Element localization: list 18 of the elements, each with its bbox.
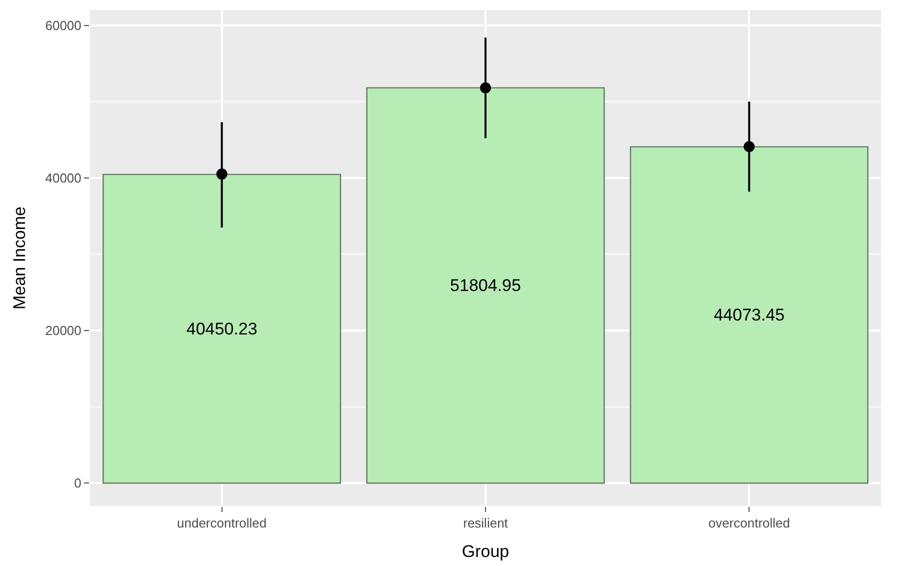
y-axis-title: Mean Income [10,206,29,310]
bar [102,174,342,484]
bar [630,146,868,484]
data-label: 40450.23 [186,319,258,338]
y-tick-label: 20000 [45,323,82,338]
y-tick-label: 60000 [45,18,82,33]
point [216,168,228,180]
x-tick-label: undercontrolled [177,516,267,531]
y-tick-label: 40000 [45,170,82,186]
x-tick-label: resilient [463,516,508,531]
bar [366,87,605,484]
data-label: 51804.95 [450,276,521,295]
x-tick-label: overcontrolled [708,516,790,531]
point [744,141,755,152]
y-tick-label: 0 [74,476,82,491]
data-label: 44073.45 [714,305,785,324]
point [480,82,491,94]
x-axis-title: Group [462,542,510,561]
